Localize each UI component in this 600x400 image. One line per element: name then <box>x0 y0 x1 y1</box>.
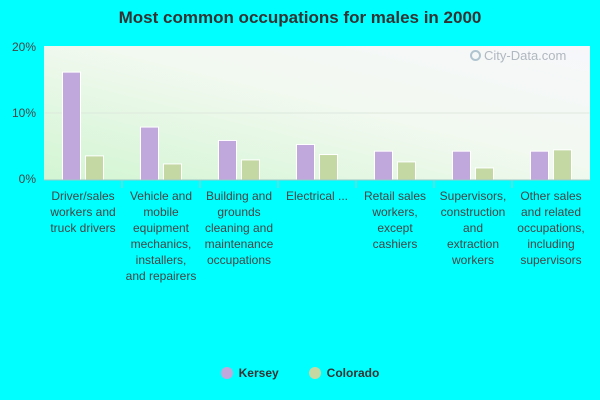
legend-swatch <box>220 367 233 379</box>
bar-kersey-2 <box>218 139 237 181</box>
search-icon <box>470 50 481 61</box>
category-label: Retail sales workers, except cashiers <box>363 189 427 251</box>
bar-kersey-6 <box>530 150 549 181</box>
bar-colorado-0 <box>85 155 104 181</box>
legend-swatch <box>308 367 321 379</box>
category-label: Building and grounds cleaning and mainte… <box>204 189 274 267</box>
bar-kersey-3 <box>296 143 315 181</box>
bar-kersey-0 <box>62 71 81 181</box>
bar-colorado-2 <box>241 159 260 181</box>
category-label: Electrical ... <box>285 189 348 203</box>
bar-colorado-4 <box>397 161 416 181</box>
watermark-text: City-Data.com <box>484 48 567 63</box>
bar-colorado-3 <box>319 154 338 181</box>
legend: Kersey Colorado <box>0 366 600 380</box>
legend-label: Kersey <box>238 366 279 380</box>
y-tick-label: 10% <box>11 106 36 120</box>
bar-kersey-5 <box>452 150 471 181</box>
legend-item-kersey: Kersey <box>220 366 279 380</box>
category-label: Vehicle and mobile equipment mechanics, … <box>125 189 197 283</box>
category-label: Other sales and related occupations, inc… <box>517 189 585 267</box>
bar-kersey-4 <box>374 150 393 181</box>
watermark: City-Data.com <box>470 48 566 63</box>
bar-kersey-1 <box>140 126 159 181</box>
chart-title: Most common occupations for males in 200… <box>118 8 482 27</box>
legend-label: Colorado <box>326 366 380 380</box>
y-tick-label: 20% <box>11 40 36 54</box>
category-label: Supervisors, construction and extraction… <box>439 189 507 267</box>
bar-colorado-6 <box>553 149 572 181</box>
y-tick-label: 0% <box>18 172 36 186</box>
category-label: Driver/sales workers and truck drivers <box>50 189 116 235</box>
bar-colorado-1 <box>163 163 182 181</box>
bar-colorado-5 <box>475 167 494 181</box>
legend-item-colorado: Colorado <box>308 366 380 380</box>
